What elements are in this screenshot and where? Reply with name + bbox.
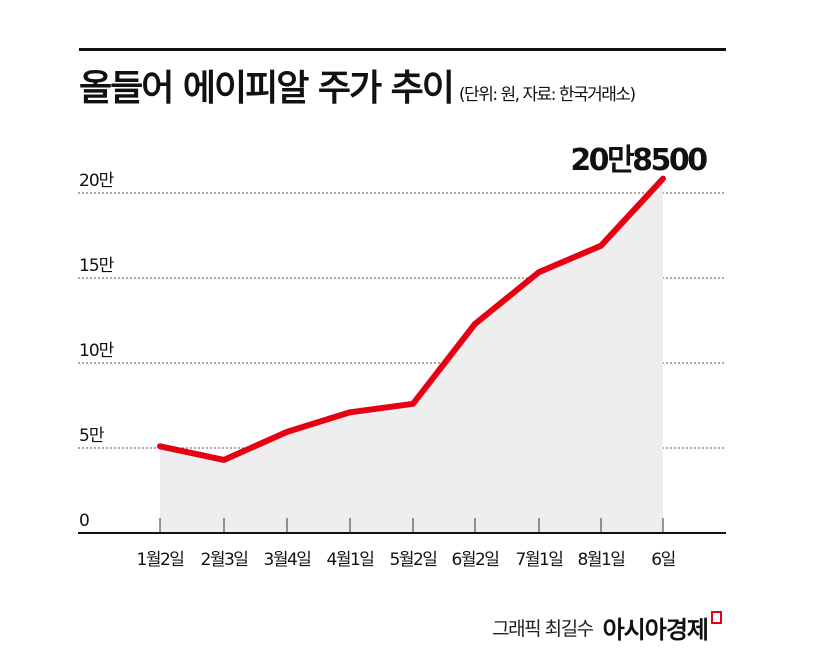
footer: 그래픽 최길수 아시아경제 — [492, 610, 722, 645]
price-line — [157, 175, 666, 463]
x-axis-ticks — [159, 518, 664, 533]
y-tick-label: 0 — [79, 511, 89, 531]
x-tick-label: 3월4일 — [264, 550, 311, 570]
x-tick-label: 4월1일 — [327, 550, 374, 570]
x-tick-label: 1월2일 — [137, 550, 184, 570]
brand-logo: 아시아경제 — [602, 616, 709, 644]
chart-title: 올들어 에이피알 주가 추이 (단위: 원, 자료: 한국거래소) — [79, 64, 636, 120]
y-tick-label: 20만 — [79, 171, 115, 191]
x-tick-label: 5월2일 — [390, 550, 437, 570]
subtitle-text: (단위: 원, 자료: 한국거래소) — [458, 85, 636, 105]
area-fill — [160, 178, 663, 533]
x-tick-label: 6일 — [651, 550, 674, 570]
x-tick-label: 7월1일 — [516, 550, 563, 570]
x-tick-label: 6월2일 — [452, 550, 499, 570]
x-tick-label: 2월3일 — [201, 550, 248, 570]
y-axis-labels: 0 5만 10만 15만 20만 — [79, 171, 116, 531]
brand-mark-icon — [711, 611, 722, 624]
y-tick-label: 10만 — [79, 341, 115, 361]
y-tick-label: 15만 — [79, 256, 115, 276]
graphic-credit: 그래픽 최길수 — [492, 618, 594, 640]
peak-annotation: 20만8500 — [570, 143, 707, 178]
title-text: 올들어 에이피알 주가 추이 — [79, 68, 455, 109]
x-tick-label: 8월1일 — [578, 550, 625, 570]
y-tick-label: 5만 — [79, 426, 105, 446]
x-axis-labels: 1월2일 2월3일 3월4일 4월1일 5월2일 6월2일 7월1일 8월1일 6일 — [137, 550, 677, 570]
top-rule — [79, 48, 726, 51]
